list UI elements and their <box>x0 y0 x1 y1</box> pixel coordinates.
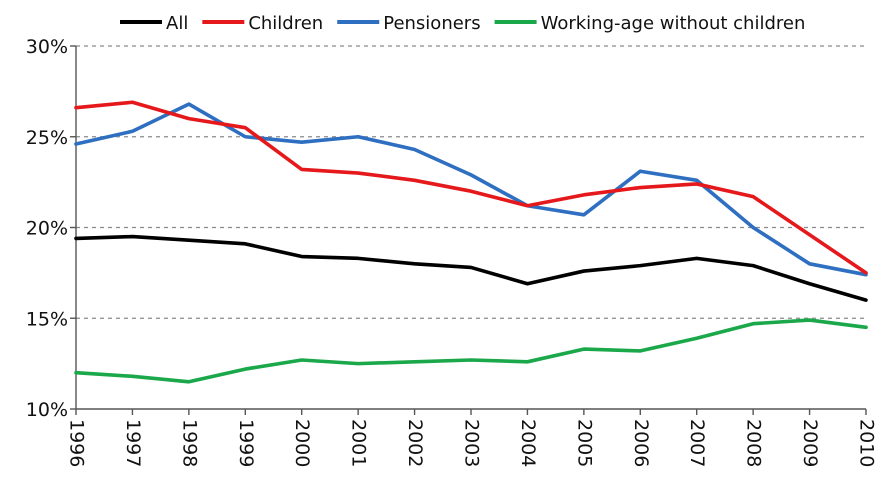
x-tick-label: 1997 <box>122 419 144 467</box>
x-tick-label: 1999 <box>235 419 257 467</box>
x-tick-label: 2006 <box>630 419 652 467</box>
legend-label: Children <box>248 13 323 34</box>
y-tick-label: 20% <box>26 218 68 240</box>
x-tick-label: 2007 <box>686 419 708 467</box>
y-tick-label: 25% <box>26 127 68 149</box>
x-tick-label: 2003 <box>461 419 483 467</box>
x-tick-label: 2005 <box>573 419 595 467</box>
x-tick-label: 2002 <box>404 419 426 467</box>
series-line-working-age-without-children <box>74 318 868 384</box>
legend-label: Pensioners <box>383 13 480 34</box>
x-tick-label: 1996 <box>66 419 88 467</box>
y-tick-label: 15% <box>26 308 68 330</box>
series-line-children <box>74 100 868 275</box>
series-line-all <box>74 234 868 302</box>
legend-label: Working-age without children <box>541 13 806 34</box>
x-tick-label: 2010 <box>856 419 878 467</box>
legend: All Children Pensioners Working-age without… <box>120 13 805 34</box>
x-tick-label: 2000 <box>291 419 313 467</box>
x-tick-label: 2009 <box>799 419 821 467</box>
x-tick-label: 1998 <box>178 419 200 467</box>
y-axis-ticks: 10% 15% 20% 25% 30% <box>26 36 76 421</box>
x-tick-label: 2004 <box>517 419 539 467</box>
x-tick-label: 2008 <box>743 419 765 467</box>
y-tick-label: 10% <box>26 399 68 421</box>
series-line-pensioners <box>74 102 868 277</box>
x-axis-ticks: 1996 1997 1998 1999 2000 2001 2002 2003 2004 2005… <box>66 409 878 467</box>
series-lines <box>74 100 868 384</box>
x-tick-label: 2001 <box>348 419 370 467</box>
gridlines <box>76 45 866 319</box>
y-tick-label: 30% <box>26 36 68 58</box>
legend-label: All <box>166 13 188 34</box>
